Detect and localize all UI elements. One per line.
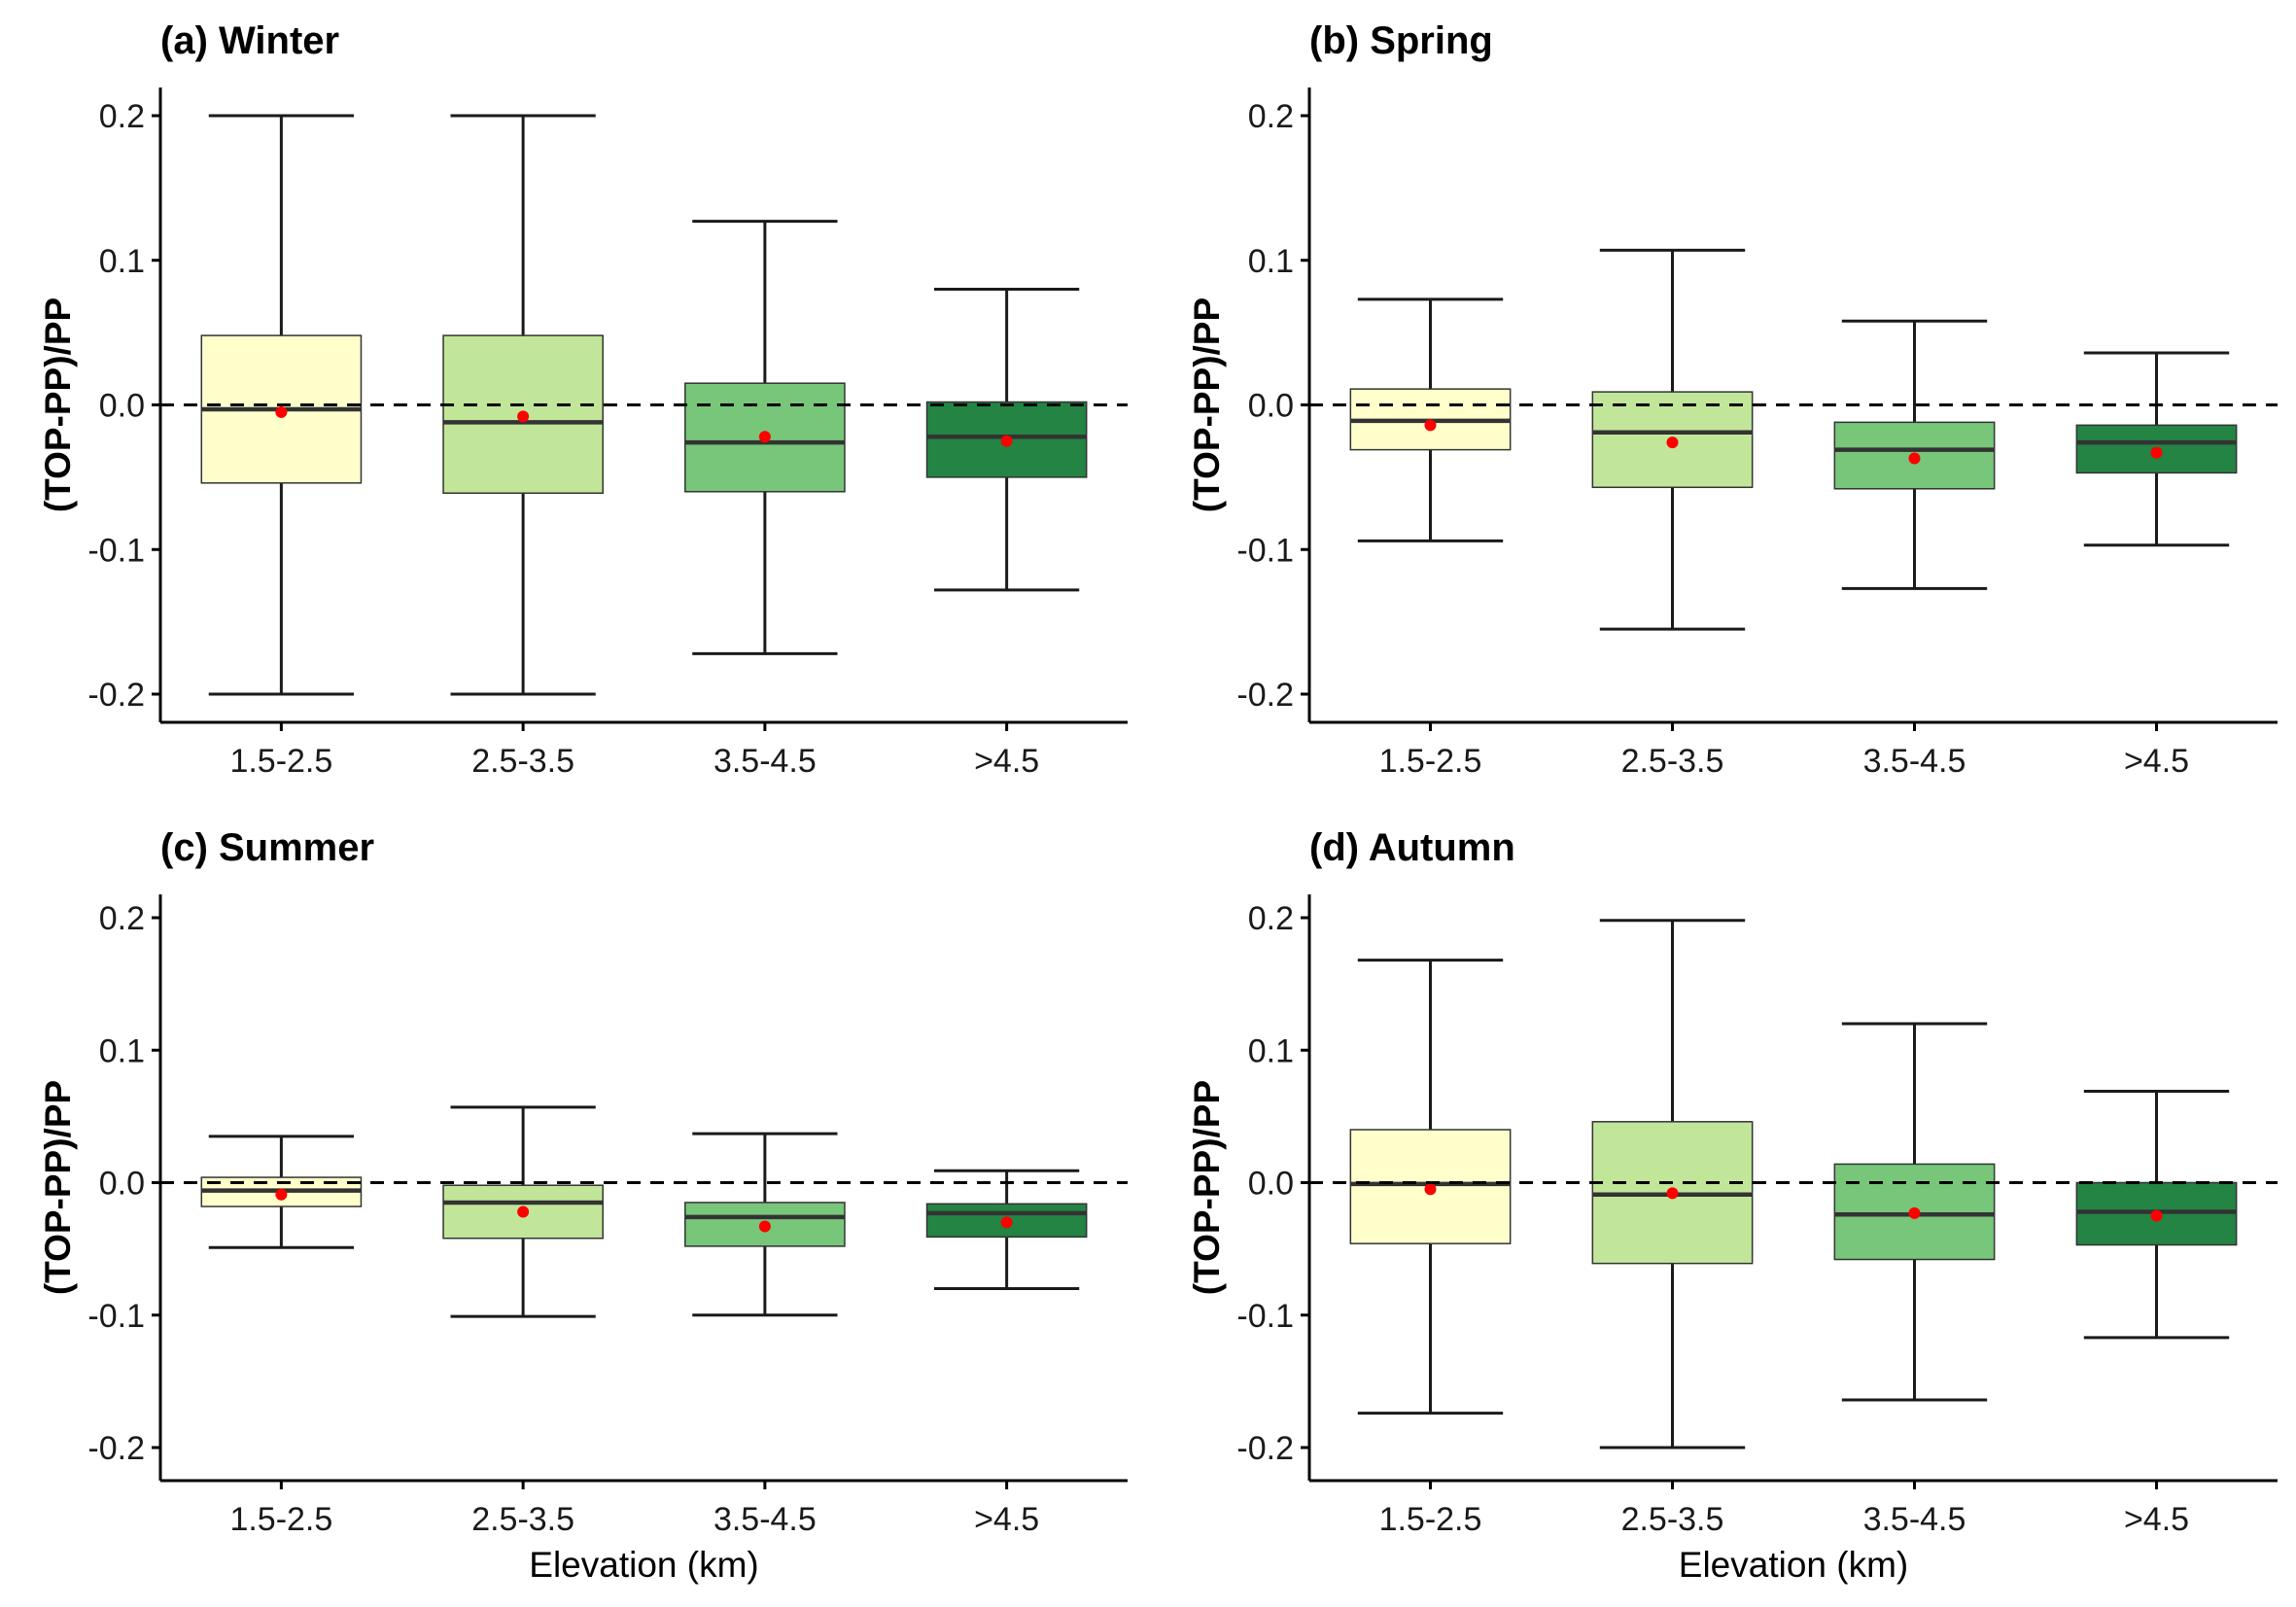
mean-point bbox=[275, 405, 288, 418]
panel-2: (c) Summer 0.2 0.1 0.0 -0.1 -0.2 1.5-2.5 2.5-3.… bbox=[38, 826, 1128, 1585]
mean-point bbox=[275, 1188, 288, 1201]
y-axis-title: (TOP-PP)/PP bbox=[1187, 297, 1227, 512]
panel-title: (d) Autumn bbox=[1309, 826, 1515, 869]
y-tick-label: -0.1 bbox=[1236, 1298, 1294, 1335]
x-axis-title: Elevation (km) bbox=[1679, 1545, 1908, 1585]
y-tick-label: 0.1 bbox=[99, 243, 145, 280]
panel-1: (b) Spring 0.2 0.1 0.0 -0.1 -0.2 1.5-2.5 2.5-3.… bbox=[1187, 19, 2278, 780]
panel-title: (c) Summer bbox=[160, 826, 374, 869]
box-1.5-2.5 bbox=[200, 114, 363, 696]
iqr-box bbox=[1591, 391, 1754, 489]
panel-title: (a) Winter bbox=[160, 19, 339, 62]
box-2.5-3.5 bbox=[442, 1105, 604, 1318]
y-tick-label: 0.0 bbox=[1248, 388, 1294, 425]
box-2.5-3.5 bbox=[1591, 919, 1754, 1450]
y-axis-title: (TOP-PP)/PP bbox=[38, 297, 78, 512]
y-tick-label: -0.2 bbox=[1236, 1430, 1294, 1467]
mean-point bbox=[1000, 435, 1013, 447]
x-tick-label: 1.5-2.5 bbox=[229, 743, 332, 780]
y-tick-label: -0.2 bbox=[87, 677, 145, 714]
x-tick-label: 3.5-4.5 bbox=[1863, 1501, 1966, 1538]
y-tick-label: -0.1 bbox=[1236, 532, 1294, 569]
box-3.5-4.5 bbox=[684, 220, 846, 655]
x-tick-label: 1.5-2.5 bbox=[229, 1501, 332, 1538]
y-tick-label: -0.2 bbox=[87, 1430, 145, 1467]
mean-point bbox=[1424, 1183, 1437, 1196]
x-tick-label: 2.5-3.5 bbox=[471, 743, 574, 780]
x-tick-label: >4.5 bbox=[2124, 743, 2189, 780]
y-tick-label: 0.2 bbox=[99, 98, 145, 135]
y-tick-label: 0.2 bbox=[1248, 900, 1294, 937]
box-3.5-4.5 bbox=[1833, 319, 1996, 590]
box->4.5 bbox=[2075, 351, 2238, 547]
box-3.5-4.5 bbox=[684, 1132, 846, 1317]
y-axis-title: (TOP-PP)/PP bbox=[1187, 1080, 1227, 1295]
y-tick-label: 0.1 bbox=[1248, 243, 1294, 280]
y-tick-label: 0.2 bbox=[99, 900, 145, 937]
y-tick-label: -0.2 bbox=[1236, 677, 1294, 714]
box-1.5-2.5 bbox=[1349, 959, 1512, 1415]
y-tick-label: 0.0 bbox=[1248, 1166, 1294, 1203]
box-1.5-2.5 bbox=[1349, 297, 1512, 542]
x-tick-label: 3.5-4.5 bbox=[713, 1501, 817, 1538]
mean-point bbox=[517, 1205, 530, 1218]
x-tick-label: 3.5-4.5 bbox=[713, 743, 817, 780]
panel-3: (d) Autumn 0.2 0.1 0.0 -0.1 -0.2 1.5-2.5 2.5-3.… bbox=[1187, 826, 2278, 1585]
x-tick-label: 2.5-3.5 bbox=[471, 1501, 574, 1538]
panel-title: (b) Spring bbox=[1309, 19, 1493, 62]
box-1.5-2.5 bbox=[200, 1135, 363, 1249]
box->4.5 bbox=[925, 1169, 1088, 1290]
x-tick-label: 2.5-3.5 bbox=[1621, 1501, 1724, 1538]
x-tick-label: 1.5-2.5 bbox=[1379, 743, 1482, 780]
x-tick-label: 1.5-2.5 bbox=[1379, 1501, 1482, 1538]
x-tick-label: >4.5 bbox=[974, 743, 1039, 780]
mean-point bbox=[1908, 452, 1921, 465]
mean-point bbox=[2150, 446, 2163, 459]
mean-point bbox=[758, 1220, 771, 1233]
x-tick-label: 2.5-3.5 bbox=[1621, 743, 1724, 780]
y-tick-label: 0.1 bbox=[99, 1032, 145, 1069]
mean-point bbox=[1666, 1187, 1679, 1200]
y-tick-label: 0.0 bbox=[99, 388, 145, 425]
panel-0: (a) Winter 0.2 0.1 0.0 -0.1 -0.2 1.5-2.5 2.5-3.… bbox=[38, 19, 1128, 780]
mean-point bbox=[1908, 1206, 1921, 1219]
y-tick-label: -0.1 bbox=[87, 1298, 145, 1335]
mean-point bbox=[1666, 437, 1679, 449]
iqr-box bbox=[925, 1203, 1088, 1239]
box-2.5-3.5 bbox=[442, 114, 604, 696]
x-axis-title: Elevation (km) bbox=[529, 1545, 758, 1585]
mean-point bbox=[1000, 1216, 1013, 1229]
y-axis-title: (TOP-PP)/PP bbox=[38, 1080, 78, 1295]
box-2.5-3.5 bbox=[1591, 248, 1754, 631]
mean-point bbox=[758, 431, 771, 443]
mean-point bbox=[517, 410, 530, 423]
x-tick-label: >4.5 bbox=[974, 1501, 1039, 1538]
mean-point bbox=[2150, 1209, 2163, 1222]
box-3.5-4.5 bbox=[1833, 1022, 1996, 1402]
x-tick-label: >4.5 bbox=[2124, 1501, 2189, 1538]
x-tick-label: 3.5-4.5 bbox=[1863, 743, 1966, 780]
y-tick-label: 0.1 bbox=[1248, 1032, 1294, 1069]
iqr-box bbox=[684, 382, 846, 493]
mean-point bbox=[1424, 419, 1437, 432]
y-tick-label: 0.0 bbox=[99, 1166, 145, 1203]
y-tick-label: 0.2 bbox=[1248, 98, 1294, 135]
box->4.5 bbox=[925, 288, 1088, 592]
y-tick-label: -0.1 bbox=[87, 532, 145, 569]
box->4.5 bbox=[2075, 1089, 2238, 1340]
